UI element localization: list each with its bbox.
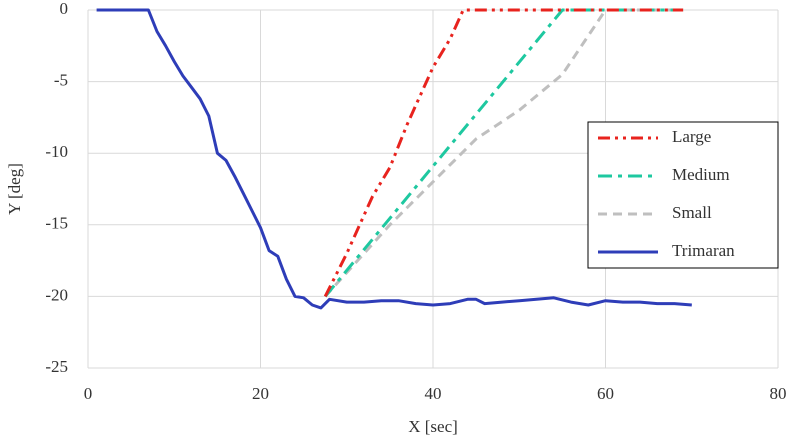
- y-tick-label: -20: [45, 285, 68, 304]
- legend-label: Large: [672, 127, 711, 146]
- legend-box: [587, 121, 779, 269]
- legend-label: Trimaran: [672, 241, 735, 260]
- y-tick-label: -10: [45, 142, 68, 161]
- series-line: [323, 8, 684, 298]
- y-tick-label: -15: [45, 214, 68, 233]
- x-tick-label: 20: [252, 384, 269, 403]
- legend-label: Small: [672, 203, 712, 222]
- x-tick-label: 60: [597, 384, 614, 403]
- x-axis-title: X [sec]: [408, 417, 458, 436]
- y-tick-label: -25: [45, 357, 68, 376]
- y-axis-title: Y [deg]: [5, 163, 24, 215]
- x-tick-label: 80: [770, 384, 787, 403]
- y-tick-label: 0: [60, 0, 69, 18]
- legend-label: Medium: [672, 165, 730, 184]
- series-line: [96, 8, 692, 310]
- x-tick-label: 40: [425, 384, 442, 403]
- y-tick-label: -5: [54, 71, 68, 90]
- x-tick-label: 0: [84, 384, 93, 403]
- series-line: [324, 8, 684, 298]
